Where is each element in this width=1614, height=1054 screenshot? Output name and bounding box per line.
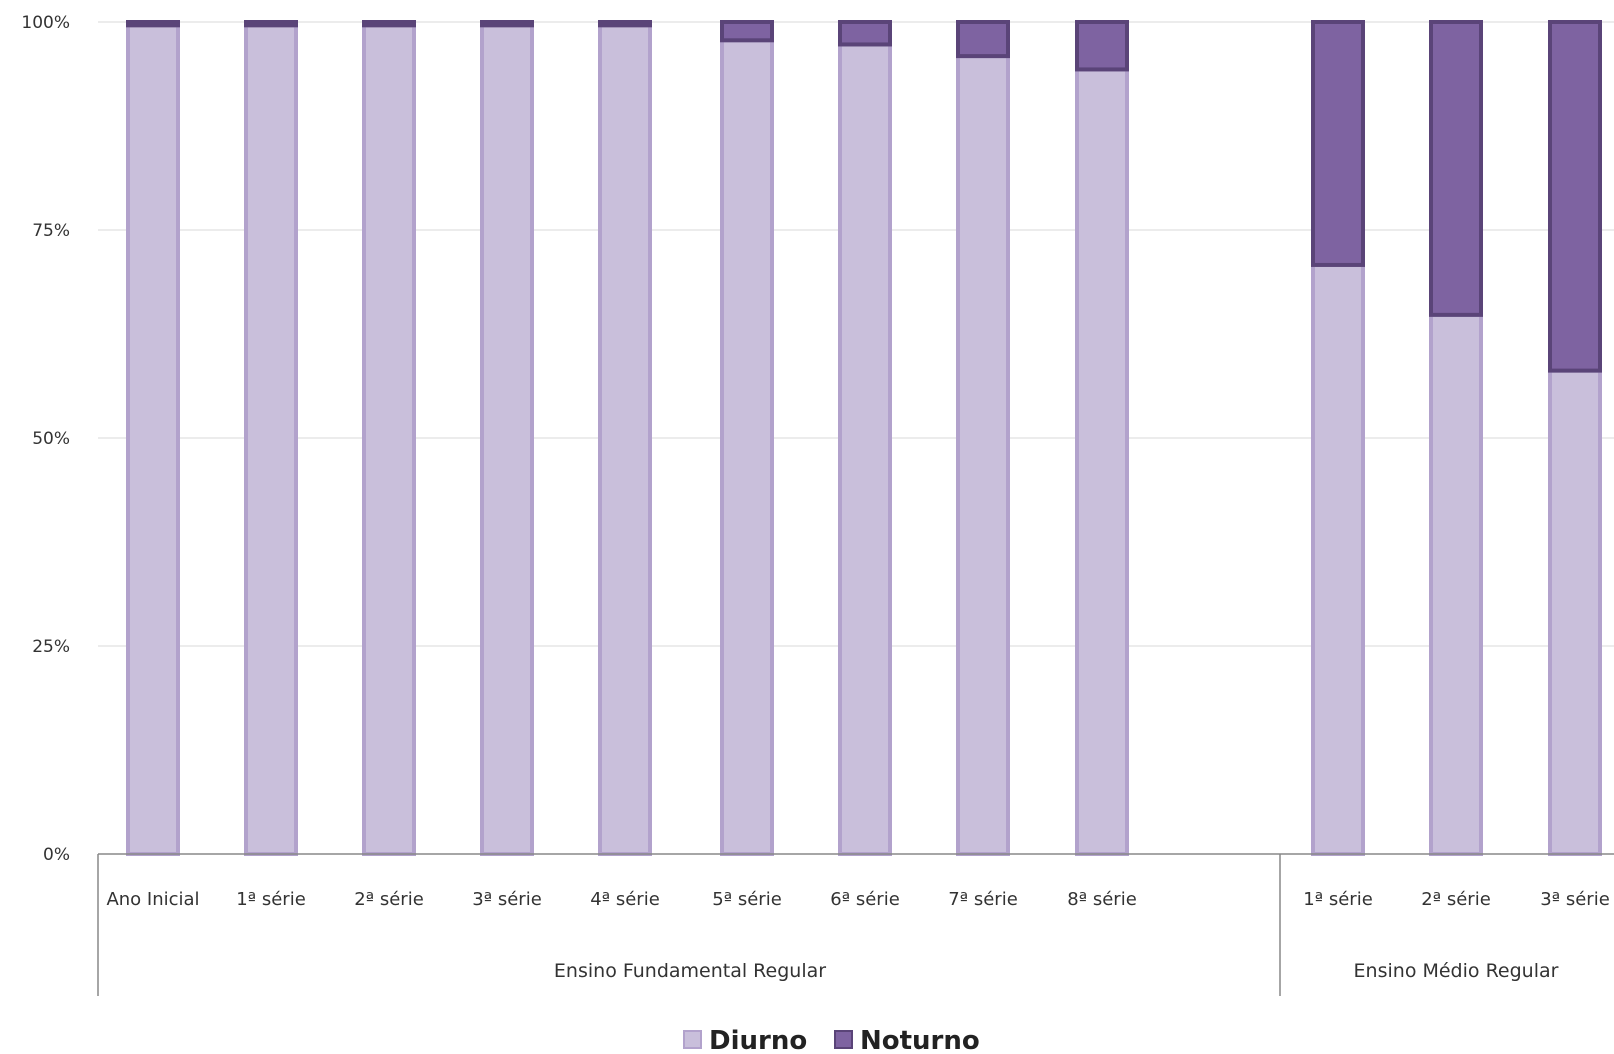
- x-tick-label: 2ª série: [1421, 889, 1491, 910]
- bar-noturno-8: [1075, 20, 1129, 72]
- bar-diurno-2: [362, 23, 416, 856]
- x-tick-label: Ano Inicial: [106, 889, 199, 910]
- legend-label-diurno: Diurno: [709, 1026, 807, 1054]
- y-tick-label: 75%: [32, 221, 70, 241]
- bar-noturno-9: [1311, 20, 1365, 267]
- legend-label-noturno: Noturno: [860, 1026, 980, 1054]
- x-tick-label: 3ª série: [472, 889, 542, 910]
- bar-diurno-3: [480, 23, 534, 856]
- legend-swatch-diurno: [683, 1030, 702, 1049]
- x-tick-label: 2ª série: [354, 889, 424, 910]
- bar-noturno-2: [362, 20, 416, 28]
- bar-diurno-4: [598, 23, 652, 856]
- y-tick-label: 0%: [43, 845, 70, 865]
- bar-diurno-10: [1429, 312, 1483, 856]
- bar-noturno-10: [1429, 20, 1483, 317]
- bar-diurno-9: [1311, 262, 1365, 857]
- x-tick-label: 1ª série: [236, 889, 306, 910]
- bar-noturno-4: [598, 20, 652, 28]
- y-tick-label: 50%: [32, 429, 70, 449]
- x-tick-label: 8ª série: [1067, 889, 1137, 910]
- bar-diurno-0: [126, 23, 180, 856]
- bar-noturno-6: [838, 20, 892, 47]
- bar-noturno-0: [126, 20, 180, 28]
- x-tick-label: 6ª série: [830, 889, 900, 910]
- x-tick-label: 4ª série: [590, 889, 660, 910]
- bar-noturno-1: [244, 20, 298, 28]
- group-label: Ensino Fundamental Regular: [554, 960, 826, 982]
- x-tick-label: 1ª série: [1303, 889, 1373, 910]
- x-tick-label: 5ª série: [712, 889, 782, 910]
- bar-noturno-11: [1548, 20, 1602, 373]
- group-label: Ensino Médio Regular: [1354, 960, 1559, 982]
- bar-diurno-11: [1548, 368, 1602, 856]
- bar-diurno-1: [244, 23, 298, 856]
- bar-noturno-5: [720, 20, 774, 43]
- bar-noturno-7: [956, 20, 1010, 59]
- y-tick-label: 100%: [21, 13, 70, 33]
- bar-diurno-6: [838, 42, 892, 857]
- bar-diurno-7: [956, 54, 1010, 856]
- bar-diurno-8: [1075, 67, 1129, 856]
- bar-diurno-5: [720, 38, 774, 856]
- x-tick-label: 7ª série: [948, 889, 1018, 910]
- legend-swatch-noturno: [834, 1030, 853, 1049]
- x-tick-label: 3ª série: [1540, 889, 1610, 910]
- bar-noturno-3: [480, 20, 534, 28]
- y-tick-label: 25%: [32, 637, 70, 657]
